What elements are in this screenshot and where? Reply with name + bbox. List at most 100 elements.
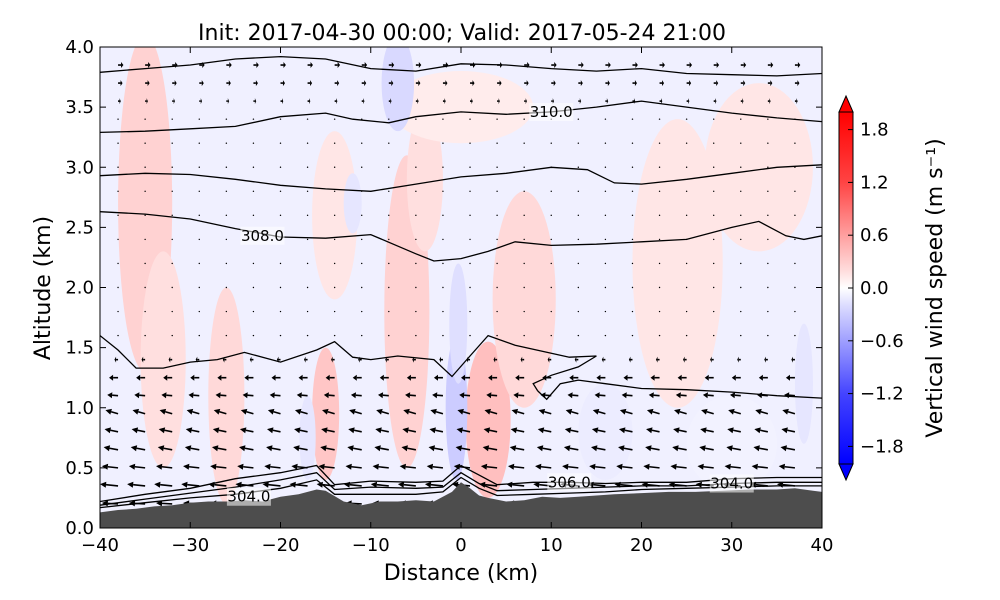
wind-vector-head [239, 445, 246, 452]
wind-vector-3-4 [211, 445, 227, 452]
wind-vector-6-4 [215, 392, 227, 399]
wind-vector-11-16 [550, 286, 552, 289]
wind-vector-8-11 [412, 356, 416, 363]
wind-vector-2-22 [697, 463, 714, 470]
x-tick-label: −10 [352, 535, 390, 556]
wind-vector-14-1 [144, 214, 146, 217]
wind-vector-13-23 [740, 238, 742, 241]
wind-vector-head [689, 62, 693, 69]
wind-vector-20-10 [388, 80, 394, 87]
wind-vector-0-2 [156, 500, 173, 507]
wind-vector-6-15 [513, 392, 525, 399]
y-tick-label: 3.5 [65, 97, 94, 118]
wind-vector-10-13 [469, 310, 471, 313]
wind-vector-9-3 [198, 334, 200, 337]
wind-vector-5-14 [484, 408, 498, 415]
isentrope-4 [100, 334, 597, 392]
wind-vector-head [364, 62, 368, 69]
wind-vector-19-10 [388, 98, 392, 105]
colorbar-extend-min [838, 463, 854, 482]
wind-vector-15-5 [252, 190, 255, 192]
wind-vector-9-17 [577, 334, 580, 337]
wind-vector-3-9 [347, 445, 362, 452]
wind-vector-head [785, 374, 790, 381]
wind-vector-20-22 [713, 80, 719, 87]
wind-vector-head [482, 445, 490, 452]
wind-vector-19-13 [470, 98, 473, 105]
wind-vector-18-17 [577, 118, 580, 120]
wind-vector-20-13 [470, 80, 475, 87]
wind-vector-12-16 [550, 262, 552, 265]
wind-vector-head [619, 408, 627, 415]
wind-vector-shaft [571, 411, 579, 415]
wind-vector-head [769, 98, 771, 105]
wind-vector-head [202, 62, 205, 69]
wind-vector-17-13 [469, 142, 471, 144]
wind-vector-14-6 [279, 214, 282, 217]
wind-vector-8-17 [574, 356, 579, 363]
wind-vector-14-8 [333, 214, 336, 217]
wind-vector-head [430, 408, 437, 415]
wind-vector-7-5 [244, 374, 254, 381]
wind-vector-17-17 [577, 142, 580, 144]
wind-vector-head [213, 408, 221, 415]
wind-vector-head [376, 408, 383, 415]
wind-vector-1-15 [506, 481, 525, 488]
wind-vector-head [616, 463, 623, 470]
wind-vector-1-9 [343, 481, 362, 488]
wind-vector-20-24 [767, 80, 773, 87]
wind-vector-13-20 [658, 238, 661, 241]
wind-vector-head [688, 98, 690, 105]
wind-vector-3-14 [482, 445, 498, 452]
wind-vector-head [132, 408, 140, 415]
wind-vector-head [674, 408, 681, 415]
wind-vector-16-15 [523, 166, 525, 168]
wind-vector-2-23 [724, 463, 741, 470]
wind-vector-shaft [705, 447, 714, 451]
wind-vector-21-2 [172, 62, 178, 69]
isentrope-6 [100, 464, 822, 503]
wind-vector-head [486, 392, 492, 399]
wind-vector-5-0 [105, 408, 119, 415]
wind-vector-14-11 [415, 214, 417, 217]
wind-vector-6-0 [107, 392, 119, 399]
wind-vector-shaft [378, 465, 389, 469]
wind-vector-13-21 [685, 238, 688, 241]
wind-vector-head [119, 98, 121, 105]
wind-vector-head [455, 445, 463, 452]
wind-vector-shaft [191, 429, 200, 433]
contour-label-3: 304.0 [227, 488, 270, 506]
wind-vector-19-15 [524, 98, 527, 105]
wind-vector-17-18 [604, 142, 607, 144]
wind-vector-head [195, 356, 198, 363]
wind-vector-3-23 [726, 445, 741, 452]
x-axis: −40 −30 −20 −10 0 10 20 30 40 [81, 47, 833, 556]
wind-vector-18-4 [225, 118, 228, 120]
wind-vector-head [607, 80, 610, 87]
wind-vector-1-19 [614, 481, 633, 488]
wind-vector-15-19 [631, 190, 634, 192]
wind-vector-11-17 [577, 286, 580, 289]
wind-vector-2-16 [535, 463, 552, 470]
x-tick-label: 40 [811, 535, 834, 556]
wind-vector-shaft [407, 447, 417, 451]
wind-vector-18-1 [144, 118, 146, 120]
wind-vector-15-6 [279, 190, 282, 192]
wind-vector-6-25 [784, 392, 795, 399]
wind-vector-shaft [486, 465, 498, 469]
wind-vector-8-0 [114, 356, 119, 363]
wind-vector-21-21 [686, 62, 693, 69]
wind-vector-9-24 [767, 334, 769, 337]
wind-vector-shaft [706, 411, 714, 415]
wind-vector-6-11 [405, 392, 416, 399]
wind-vector-shaft [461, 447, 471, 451]
wind-vector-3-24 [753, 445, 768, 452]
wind-vector-shaft [432, 465, 444, 469]
wind-vector-shaft [134, 502, 146, 505]
wind-vector-16-22 [713, 166, 715, 168]
wind-vector-9-10 [388, 334, 390, 337]
wind-vector-4-4 [212, 427, 227, 434]
colorbar: 1.8 1.2 0.6 0.0 −0.6 −1.2 −1.8 Vertical wind s… [838, 94, 948, 482]
wind-vector-head [412, 356, 414, 363]
wind-vector-head [515, 374, 520, 381]
